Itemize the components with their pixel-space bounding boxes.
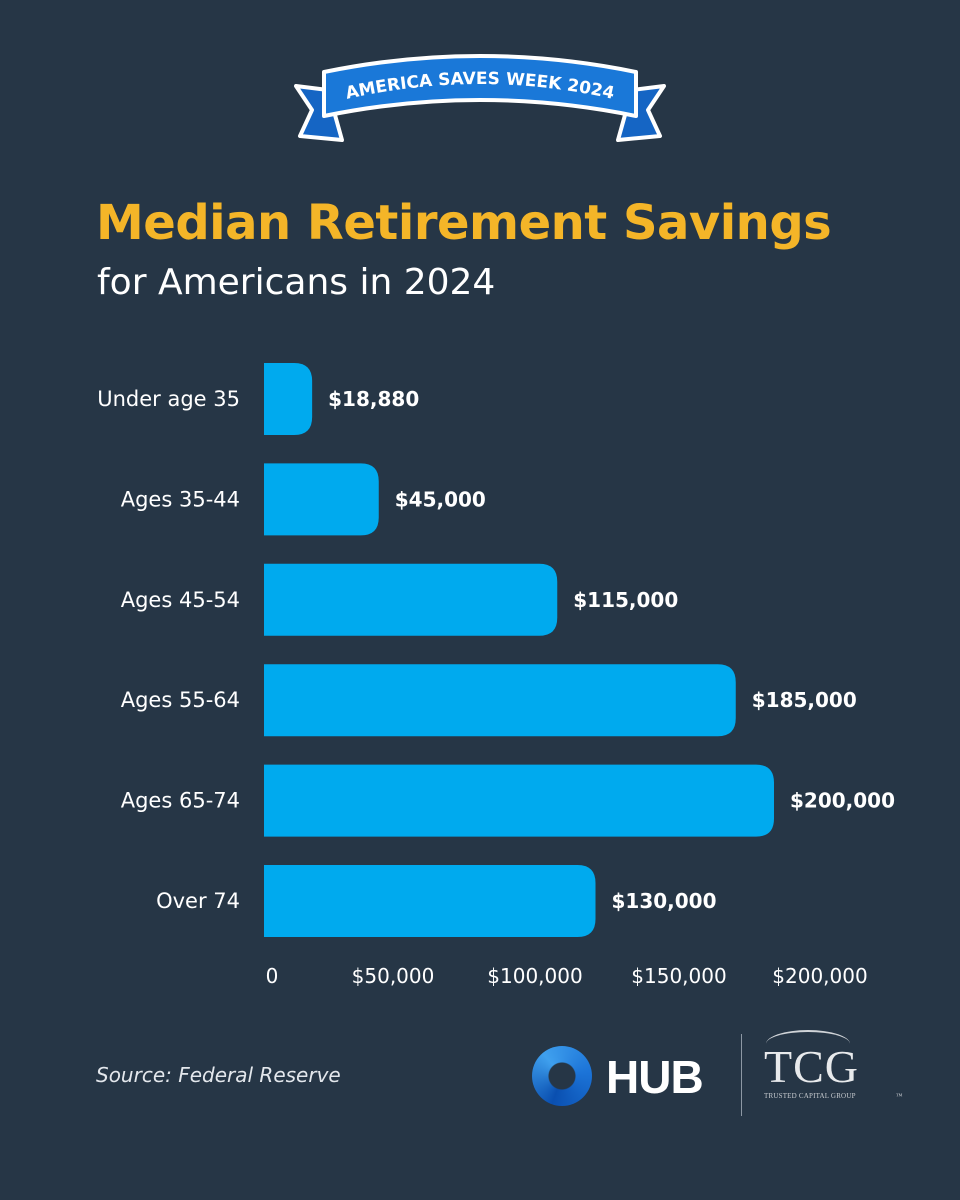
category-label: Ages 55-64 bbox=[121, 688, 240, 712]
x-tick-label: $50,000 bbox=[352, 964, 435, 988]
category-labels: Under age 35 Ages 35-44 Ages 45-54 Ages 55-… bbox=[97, 387, 240, 913]
value-label: $18,880 bbox=[328, 387, 419, 411]
value-label: $200,000 bbox=[790, 789, 895, 813]
hub-logo: HUB bbox=[532, 1044, 732, 1108]
value-label: $115,000 bbox=[573, 588, 678, 612]
x-tick-label: $150,000 bbox=[631, 964, 726, 988]
category-label: Ages 35-44 bbox=[121, 487, 240, 511]
value-label: $45,000 bbox=[395, 487, 486, 511]
chart-title: Median Retirement Savings bbox=[96, 195, 832, 251]
category-label: Under age 35 bbox=[97, 387, 240, 411]
x-tick-label: $100,000 bbox=[487, 964, 582, 988]
tcg-arc-icon bbox=[766, 1030, 850, 1058]
america-saves-week-banner: AMERICA SAVES WEEK 2024 bbox=[294, 54, 666, 142]
tcg-logo-text: TCG bbox=[764, 1041, 859, 1092]
x-tick-label: 0 bbox=[266, 964, 279, 988]
category-label: Over 74 bbox=[156, 889, 240, 913]
hub-logo-text: HUB bbox=[606, 1051, 704, 1103]
x-axis-ticks: 0 $50,000 $100,000 $150,000 $200,000 bbox=[266, 964, 868, 988]
tcg-trademark: ™ bbox=[895, 1092, 903, 1100]
bar bbox=[264, 463, 379, 536]
bars bbox=[264, 363, 774, 937]
category-label: Ages 45-54 bbox=[121, 588, 240, 612]
chart-subtitle: for Americans in 2024 bbox=[97, 262, 496, 303]
bar bbox=[264, 764, 774, 837]
value-label: $130,000 bbox=[612, 889, 717, 913]
value-labels: $18,880 $45,000 $115,000 $185,000 $200,000 $1… bbox=[328, 387, 895, 913]
bar bbox=[264, 664, 736, 737]
hub-ring-icon bbox=[532, 1046, 592, 1106]
bar bbox=[264, 865, 596, 937]
bar bbox=[264, 563, 558, 636]
category-label: Ages 65-74 bbox=[121, 789, 240, 813]
source-note: Source: Federal Reserve bbox=[96, 1063, 341, 1087]
bar bbox=[264, 363, 313, 435]
value-label: $185,000 bbox=[752, 688, 857, 712]
logo-divider bbox=[741, 1034, 742, 1116]
tcg-logo: TCG TRUSTED CAPITAL GROUP ™ bbox=[758, 1030, 903, 1130]
x-tick-label: $200,000 bbox=[772, 964, 867, 988]
bar-chart: Under age 35 Ages 35-44 Ages 45-54 Ages 55-… bbox=[97, 363, 895, 988]
tcg-tagline: TRUSTED CAPITAL GROUP ™ bbox=[764, 1092, 903, 1100]
